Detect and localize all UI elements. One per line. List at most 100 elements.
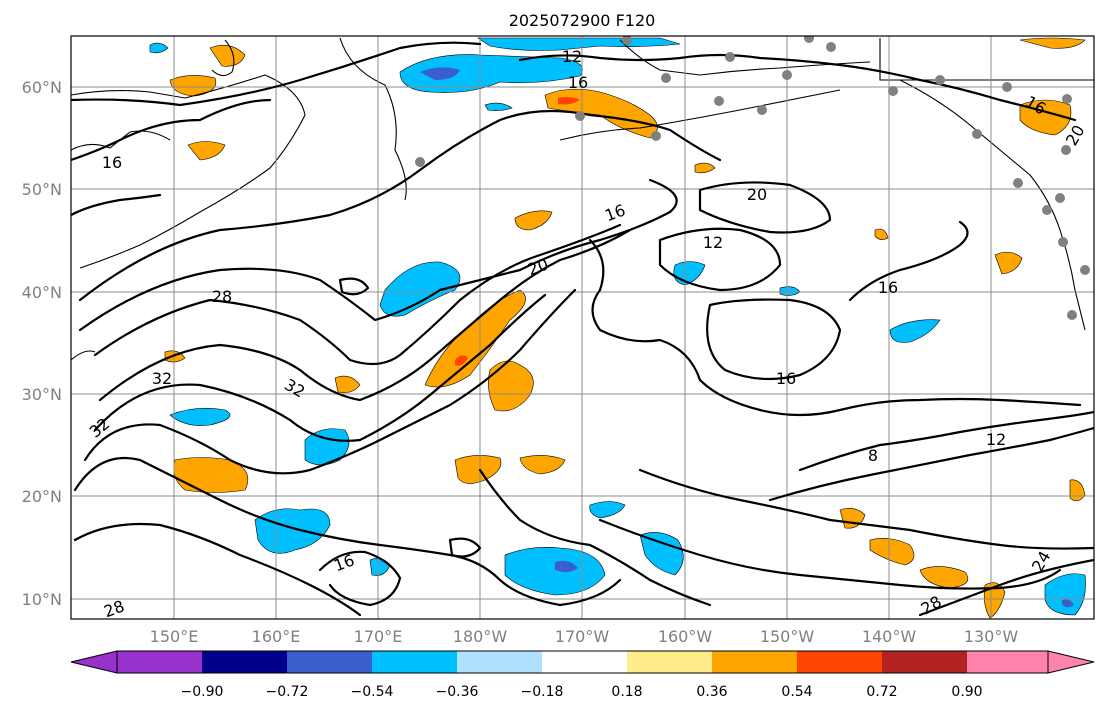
- positive-area: [874, 228, 889, 240]
- colorbar-segment: [457, 651, 542, 673]
- negative-area: [1044, 573, 1086, 616]
- negative-area: [889, 319, 941, 343]
- colorbar-tick-label: −0.18: [521, 684, 564, 700]
- positive-area: [488, 360, 534, 412]
- lon-label: 170°W: [555, 627, 610, 646]
- positive-area: [983, 582, 1006, 619]
- station-dot: [661, 73, 671, 83]
- contour-label: 12: [986, 430, 1006, 449]
- colorbar-tick-label: 0.36: [696, 684, 727, 700]
- station-dot: [1061, 145, 1071, 155]
- contour-label: 28: [212, 287, 232, 306]
- colorbar-segment: [372, 651, 457, 673]
- contour-label: 16: [776, 369, 796, 388]
- positive-area: [169, 75, 217, 97]
- lon-label: 180°W: [453, 627, 508, 646]
- station-dot: [804, 36, 814, 43]
- colorbar-tick-label: 0.90: [951, 684, 982, 700]
- lon-label: 150°E: [150, 627, 199, 646]
- lat-label: 60°N: [22, 78, 62, 97]
- positive-area: [869, 538, 915, 566]
- colorbar-tick-label: 0.72: [866, 684, 897, 700]
- colorbar-outline: [116, 650, 1049, 674]
- latitude-labels: 60°N 50°N 40°N 30°N 20°N 10°N: [22, 78, 62, 609]
- lon-label: 170°E: [354, 627, 403, 646]
- colorbar-tick-label: 0.18: [611, 684, 642, 700]
- lon-label: 160°W: [658, 627, 713, 646]
- colorbar-extend-min: [70, 650, 118, 674]
- station-dot: [826, 42, 836, 52]
- positive-core: [558, 96, 580, 105]
- negative-area: [379, 261, 461, 317]
- negative-area: [639, 532, 684, 576]
- lon-label: 140°W: [862, 627, 917, 646]
- colorbar-segment: [202, 651, 287, 673]
- colorbar-segment: [712, 651, 797, 673]
- station-dot: [725, 52, 735, 62]
- station-dot: [1062, 94, 1072, 104]
- station-dot: [1067, 310, 1077, 320]
- station-markers: [415, 36, 1090, 320]
- station-dot: [575, 111, 585, 121]
- colorbar-segment: [797, 651, 882, 673]
- negative-area: [149, 42, 169, 54]
- negative-area: [304, 428, 350, 466]
- negative-area: [254, 508, 331, 554]
- station-dot: [651, 131, 661, 141]
- positive-area: [173, 457, 249, 493]
- colorbar-tick-label: 0.54: [781, 684, 812, 700]
- negative-core: [555, 560, 578, 573]
- negative-area: [589, 501, 626, 519]
- lon-label: 160°E: [252, 627, 301, 646]
- station-dot: [1080, 265, 1090, 275]
- positive-area: [519, 455, 566, 475]
- contour-label: 16: [102, 153, 122, 172]
- positive-core: [455, 355, 468, 366]
- colorbar-segment: [117, 651, 202, 673]
- station-dot: [1002, 82, 1012, 92]
- negative-core: [1062, 599, 1074, 608]
- colorbar: −0.90 −0.72 −0.54 −0.36 −0.18 0.18 0.36 …: [70, 650, 1095, 700]
- station-dot: [622, 36, 632, 45]
- lat-label: 50°N: [22, 180, 62, 199]
- station-dot: [935, 75, 945, 85]
- lon-label: 150°W: [760, 627, 815, 646]
- positive-area: [994, 251, 1023, 275]
- negative-area: [169, 408, 231, 426]
- lon-label: 130°W: [964, 627, 1019, 646]
- contour-label: 16: [878, 278, 898, 297]
- shaded-field: [149, 37, 1086, 619]
- graticule: [71, 36, 1094, 619]
- contour-label: 8: [868, 446, 878, 465]
- colorbar-segment: [967, 651, 1048, 673]
- contour-label: 16: [568, 73, 588, 92]
- colorbar-segment: [882, 651, 967, 673]
- negative-core: [420, 67, 460, 80]
- contour-label: 32: [152, 369, 172, 388]
- map-title: 2025072900 F120: [509, 11, 656, 30]
- colorbar-extend-max: [1047, 650, 1095, 674]
- negative-area: [504, 547, 606, 596]
- station-dot: [1055, 193, 1065, 203]
- contour-label: 12: [703, 233, 723, 252]
- station-dot: [782, 70, 792, 80]
- negative-area: [484, 102, 513, 111]
- station-dot: [1013, 178, 1023, 188]
- contour-label: 12: [562, 47, 582, 66]
- colorbar-tick-label: −0.54: [351, 684, 394, 700]
- lat-label: 30°N: [22, 385, 62, 404]
- station-dot: [1042, 205, 1052, 215]
- positive-area: [187, 141, 226, 161]
- positive-area: [694, 162, 716, 174]
- longitude-labels: 150°E 160°E 170°E 180°W 170°W 160°W 150°…: [150, 627, 1019, 646]
- station-dot: [888, 86, 898, 96]
- colorbar-tick-label: −0.36: [436, 684, 479, 700]
- positive-area: [454, 455, 502, 484]
- station-dot: [415, 157, 425, 167]
- positive-area: [334, 375, 361, 393]
- positive-area: [919, 566, 969, 589]
- contour-label: 28: [101, 596, 127, 621]
- colorbar-segment: [542, 651, 627, 673]
- positive-area: [1019, 37, 1086, 49]
